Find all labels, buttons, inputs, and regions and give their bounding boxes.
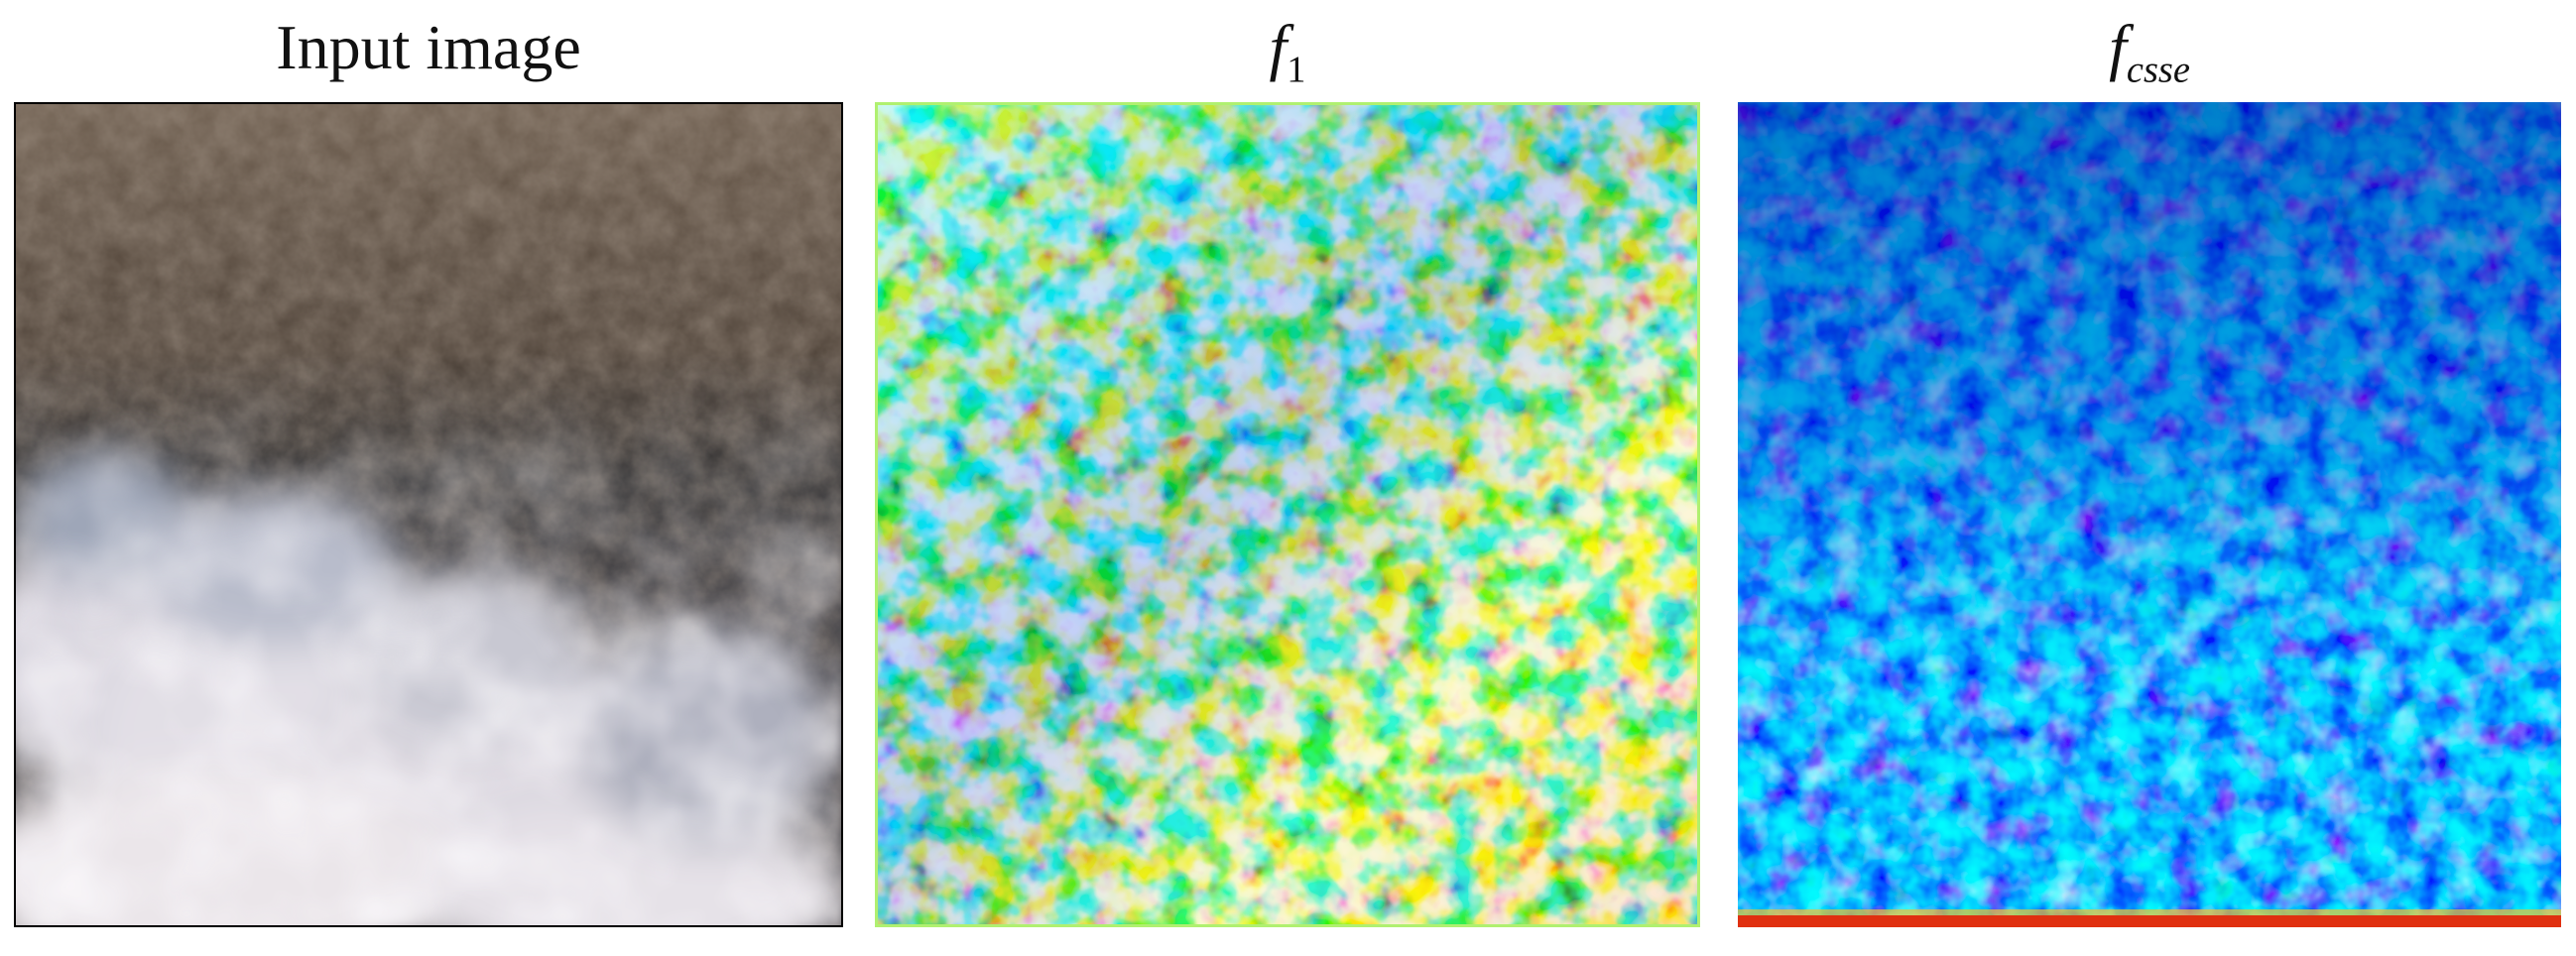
input-satellite-svg — [16, 104, 841, 925]
f1-heatmap-svg — [875, 102, 1700, 927]
f1-heatmap-panel: f1 — [875, 0, 1700, 956]
input-satellite-image — [14, 102, 843, 927]
fcsse-title-subscript: csse — [2126, 49, 2190, 91]
fcsse-title-symbol: f — [2109, 12, 2127, 82]
fcsse-heatmap-image — [1738, 102, 2561, 927]
f1-heatmap-image — [875, 102, 1700, 927]
f1-title-subscript: 1 — [1287, 49, 1306, 91]
fcsse-heatmap-panel: fcsse — [1738, 0, 2561, 956]
fcsse-title: fcsse — [1738, 8, 2561, 109]
input-image-panel: Input image — [14, 0, 843, 956]
fcsse-red-bottom-edge — [1738, 915, 2561, 927]
fcsse-heatmap-svg — [1738, 102, 2561, 927]
f1-title-symbol: f — [1269, 12, 1288, 82]
f1-title: f1 — [875, 8, 1700, 109]
input-image-title: Input image — [276, 12, 581, 82]
